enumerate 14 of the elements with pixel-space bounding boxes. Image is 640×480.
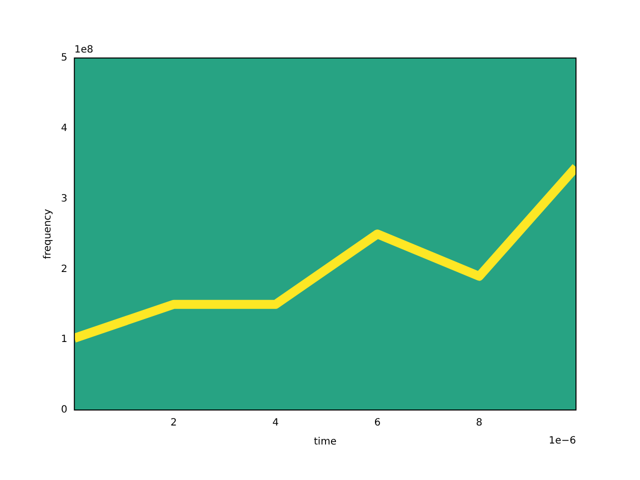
y-tick-label: 5 bbox=[60, 52, 68, 64]
x-tick-label: 4 bbox=[272, 418, 279, 429]
y-tick-label: 4 bbox=[60, 122, 68, 134]
y-tick-label: 2 bbox=[60, 264, 68, 275]
x-tick-label: 6 bbox=[374, 418, 381, 429]
text: 1e8 bbox=[74, 44, 94, 56]
y-tick-label: 0 bbox=[60, 404, 68, 416]
y-axis-title: frequency bbox=[42, 208, 54, 260]
y-tick-label: 3 bbox=[60, 193, 68, 204]
text: 1e−6 bbox=[548, 436, 576, 447]
x-axis-title: time bbox=[314, 436, 336, 448]
x-tick-label: 2 bbox=[170, 418, 177, 429]
y-tick-label: 1 bbox=[60, 334, 68, 346]
x-tick-label: 8 bbox=[476, 418, 482, 429]
